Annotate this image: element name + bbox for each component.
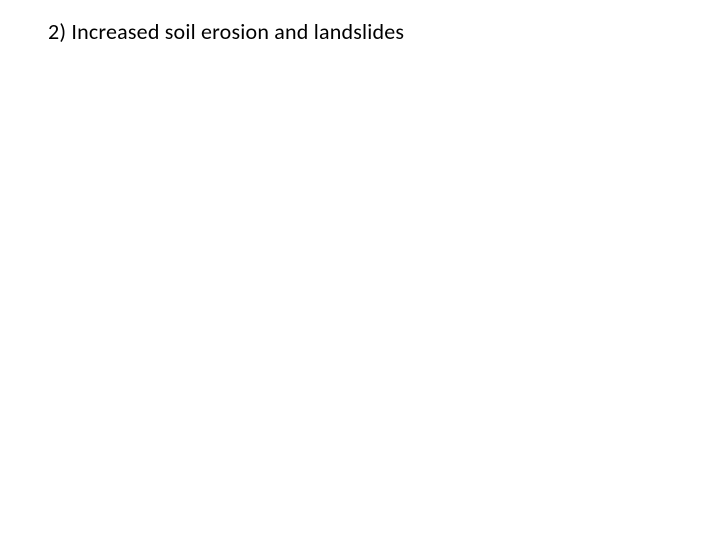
slide-heading: 2) Increased soil erosion and landslides (48, 18, 672, 45)
slide-container: 2) Increased soil erosion and landslides (0, 0, 720, 540)
